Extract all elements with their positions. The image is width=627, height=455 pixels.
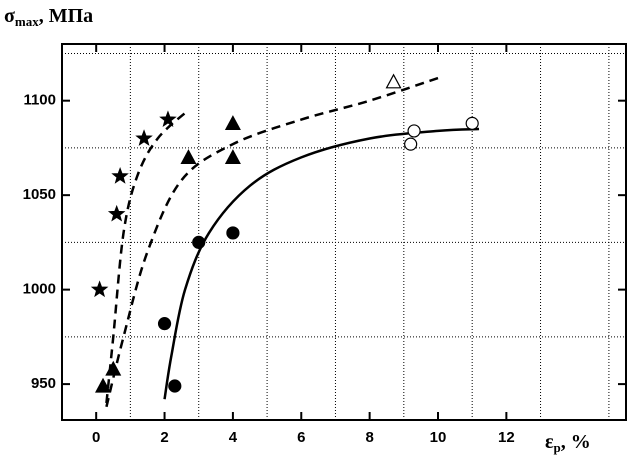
x-tick-label: 8 <box>365 429 373 446</box>
point <box>224 149 241 164</box>
point <box>159 110 177 128</box>
point <box>90 280 109 298</box>
y-tick-label: 1050 <box>23 186 56 203</box>
fit-curve <box>105 76 439 408</box>
point <box>404 137 418 151</box>
x-tick-label: 0 <box>92 429 100 446</box>
point <box>157 317 172 331</box>
point <box>465 116 479 130</box>
x-axis-label: εp, % <box>545 431 591 455</box>
x-tick-label: 6 <box>297 429 305 446</box>
y-tick-label: 1000 <box>23 281 56 298</box>
point <box>111 167 129 184</box>
point <box>180 149 197 164</box>
x-tick-label: 10 <box>430 429 447 446</box>
x-tick-label: 2 <box>160 429 168 446</box>
plot-frame <box>61 43 627 421</box>
point <box>226 226 240 240</box>
point <box>95 377 112 393</box>
point <box>192 235 206 249</box>
x-tick-label: 4 <box>229 429 238 446</box>
y-axis-label: σmax, МПа <box>4 5 93 29</box>
x-tick-label: 12 <box>498 429 515 446</box>
fit-curve <box>163 127 480 400</box>
point <box>224 115 241 130</box>
y-tick-label: 1100 <box>23 92 56 109</box>
point <box>105 360 122 376</box>
fit-curve <box>105 109 190 404</box>
point <box>168 379 182 393</box>
point <box>135 129 153 146</box>
point <box>107 204 126 222</box>
point <box>385 73 402 89</box>
y-tick-label: 950 <box>31 375 56 392</box>
point <box>407 124 421 138</box>
